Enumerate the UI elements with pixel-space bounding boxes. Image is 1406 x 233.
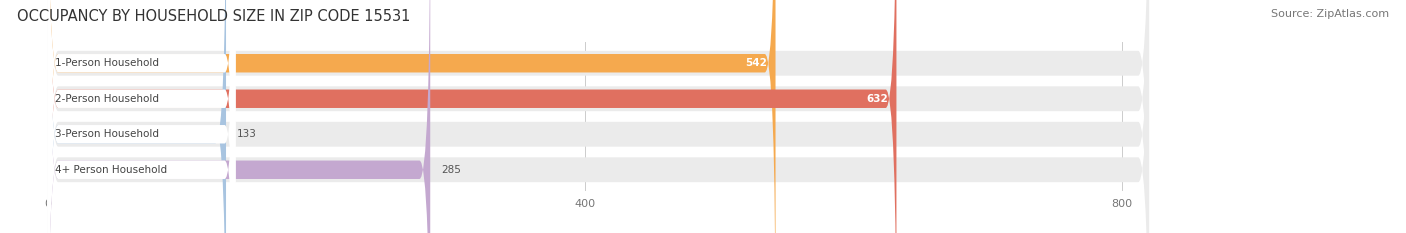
FancyBboxPatch shape (48, 0, 1149, 233)
Text: Source: ZipAtlas.com: Source: ZipAtlas.com (1271, 9, 1389, 19)
Text: 133: 133 (236, 129, 257, 139)
Text: 285: 285 (441, 165, 461, 175)
Text: 4+ Person Household: 4+ Person Household (55, 165, 167, 175)
Text: 3-Person Household: 3-Person Household (55, 129, 159, 139)
FancyBboxPatch shape (48, 0, 776, 233)
FancyBboxPatch shape (48, 0, 235, 233)
Text: 1-Person Household: 1-Person Household (55, 58, 159, 68)
FancyBboxPatch shape (48, 0, 897, 233)
FancyBboxPatch shape (48, 0, 226, 233)
FancyBboxPatch shape (48, 0, 235, 233)
FancyBboxPatch shape (48, 0, 1149, 233)
FancyBboxPatch shape (48, 0, 1149, 233)
FancyBboxPatch shape (48, 0, 235, 233)
Text: 2-Person Household: 2-Person Household (55, 94, 159, 104)
FancyBboxPatch shape (48, 0, 235, 233)
FancyBboxPatch shape (48, 0, 1149, 233)
FancyBboxPatch shape (48, 0, 430, 233)
Text: OCCUPANCY BY HOUSEHOLD SIZE IN ZIP CODE 15531: OCCUPANCY BY HOUSEHOLD SIZE IN ZIP CODE … (17, 9, 411, 24)
Text: 542: 542 (745, 58, 768, 68)
Text: 632: 632 (866, 94, 889, 104)
